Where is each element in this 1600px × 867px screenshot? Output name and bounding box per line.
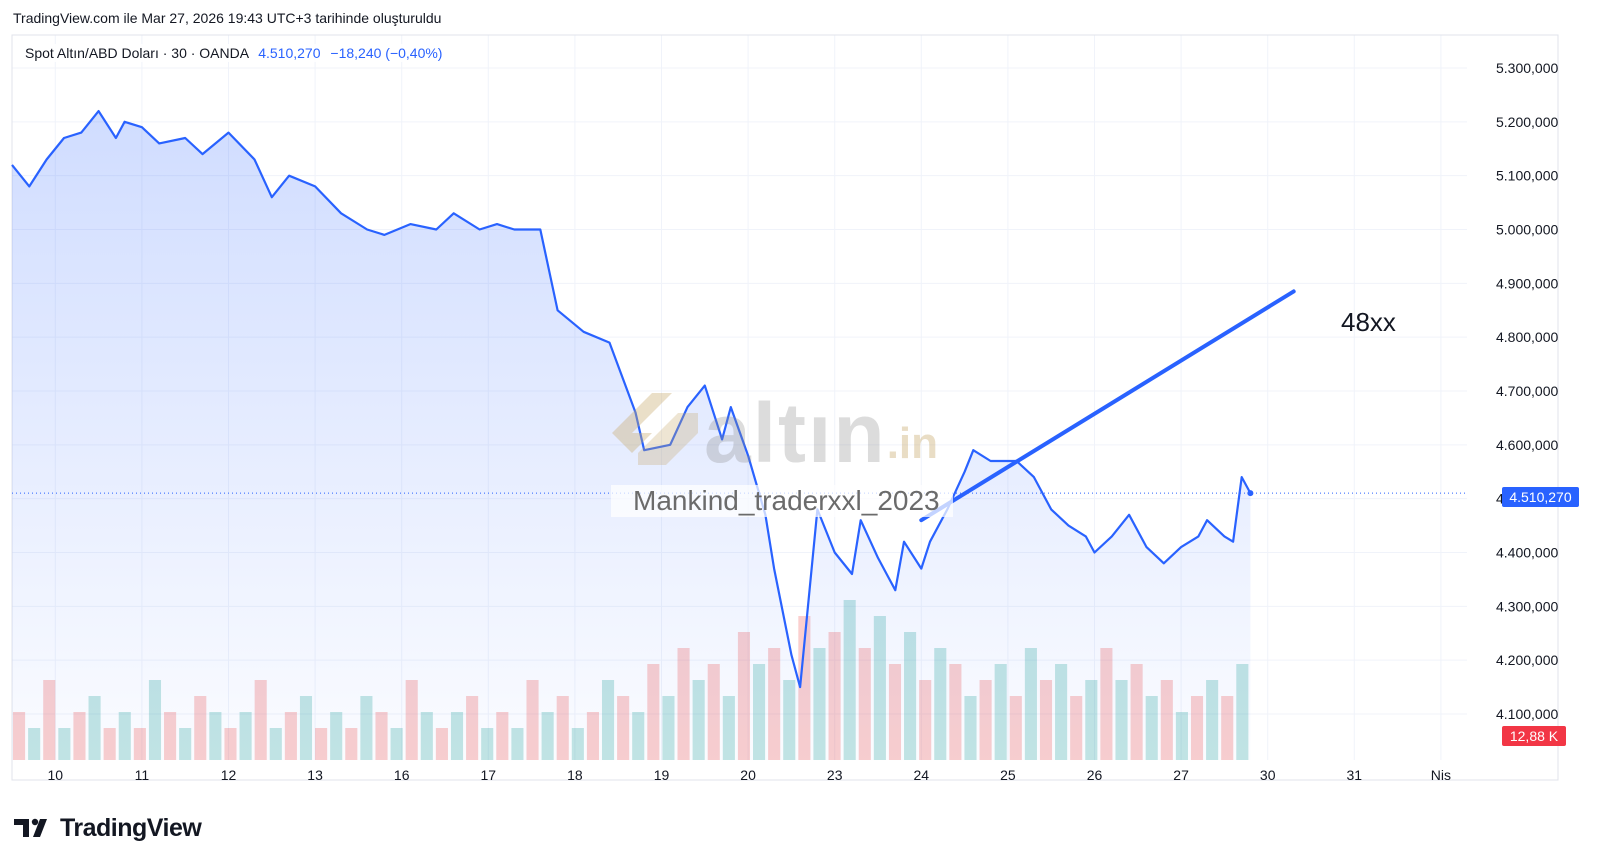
brand[interactable]: TradingView <box>14 813 202 842</box>
x-tick-label: 23 <box>827 767 843 783</box>
x-tick-label: 13 <box>307 767 323 783</box>
volume-tag: 12,88 K <box>1502 726 1566 746</box>
legend-change: −18,240 (−0,40%) <box>330 45 443 61</box>
watermark-text: Mankind_traderxxl_2023 <box>611 485 953 517</box>
x-tick-label: 12 <box>221 767 237 783</box>
symbol-legend[interactable]: Spot Altın/ABD Doları · 30 · OANDA 4.510… <box>23 44 445 62</box>
brand-name: TradingView <box>60 813 202 842</box>
price-series-line[interactable] <box>11 110 1252 689</box>
current-price-tag: 4.510,270 <box>1502 487 1579 507</box>
x-tick-label: 31 <box>1347 767 1363 783</box>
y-tick-label: 5.100,000 <box>1496 168 1558 184</box>
x-tick-label: 25 <box>1000 767 1016 783</box>
y-axis[interactable]: 5.300,000 5.200,000 5.100,000 5.000,000 4.90… <box>1496 60 1558 722</box>
price-chart[interactable]: 5.300,000 5.200,000 5.100,000 5.000,000 4.90… <box>0 0 1600 800</box>
y-tick-label: 5.300,000 <box>1496 60 1558 76</box>
y-tick-label: 4.800,000 <box>1496 329 1558 345</box>
legend-last-price: 4.510,270 <box>258 45 321 61</box>
watermark-logo: altın .in <box>612 388 938 478</box>
x-tick-label: 26 <box>1087 767 1103 783</box>
y-tick-label: 4.600,000 <box>1496 437 1558 453</box>
y-tick-label: 4.700,000 <box>1496 383 1558 399</box>
y-tick-label: 4.400,000 <box>1496 545 1558 561</box>
x-tick-label: 11 <box>135 767 150 783</box>
y-tick-label: 4.200,000 <box>1496 652 1558 668</box>
x-tick-label: 10 <box>48 767 64 783</box>
x-tick-label: 24 <box>914 767 930 783</box>
watermark-logo-tld: .in <box>886 419 939 468</box>
x-tick-label: 17 <box>481 767 497 783</box>
y-tick-label: 4.300,000 <box>1496 598 1558 614</box>
chart-caption: TradingView.com ile Mar 27, 2026 19:43 U… <box>13 10 442 26</box>
y-tick-label: 5.000,000 <box>1496 222 1558 238</box>
x-tick-label: 20 <box>740 767 756 783</box>
x-tick-label: Nis <box>1431 767 1451 783</box>
x-axis[interactable]: 10 11 12 13 16 17 18 19 20 23 24 25 26 27 30 31 Nis <box>48 767 1452 783</box>
x-tick-label: 30 <box>1260 767 1276 783</box>
y-tick-label: 5.200,000 <box>1496 114 1558 130</box>
target-annotation[interactable]: 48xx <box>1341 307 1396 337</box>
x-tick-label: 27 <box>1173 767 1189 783</box>
watermark-mark-icon <box>612 393 698 465</box>
price-area <box>12 111 1251 761</box>
watermark-logo-word: altın <box>704 386 887 480</box>
tradingview-logo-icon <box>14 818 47 837</box>
trendline[interactable] <box>919 289 1296 523</box>
y-tick-label: 4.900,000 <box>1496 275 1558 291</box>
legend-symbol: Spot Altın/ABD Doları · 30 · OANDA <box>25 45 249 61</box>
last-price-dot <box>1247 490 1254 497</box>
x-tick-label: 18 <box>567 767 583 783</box>
x-tick-label: 19 <box>654 767 670 783</box>
x-tick-label: 16 <box>394 767 410 783</box>
y-tick-label: 4.100,000 <box>1496 706 1558 722</box>
